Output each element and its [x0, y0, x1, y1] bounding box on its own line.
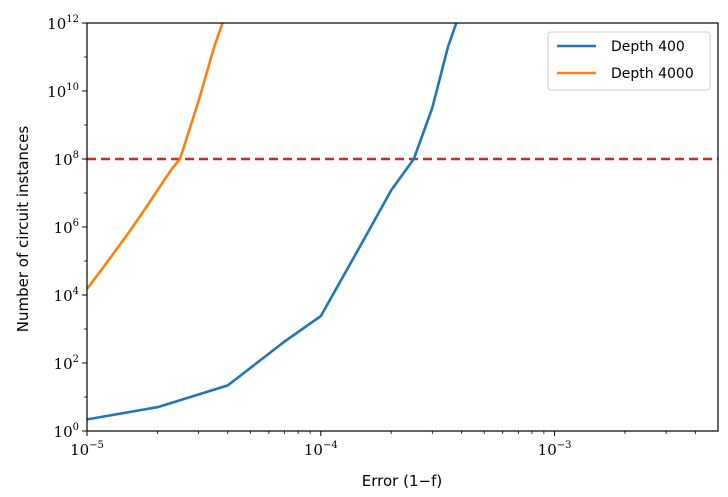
y-axis-label: Number of circuit instances [14, 126, 32, 333]
x-tick-label-2: 10−3 [538, 440, 572, 459]
y-tick-label-0: 100 [54, 422, 79, 441]
legend-label-1: Depth 400 [611, 39, 685, 55]
series-line-2 [87, 23, 224, 290]
legend-label-2: Depth 4000 [611, 66, 694, 82]
y-tick-label-5: 1010 [47, 82, 79, 101]
x-tick-label-1: 10−4 [304, 440, 338, 459]
x-tick-label-0: 10−5 [70, 440, 104, 459]
y-tick-label-1: 102 [54, 354, 79, 373]
plot-marks [87, 23, 718, 421]
x-axis-label: Error (1−f) [362, 472, 442, 490]
y-tick-label-3: 106 [54, 218, 79, 237]
legend: Depth 400 Depth 4000 [547, 31, 711, 91]
series-line-1 [87, 23, 458, 421]
axis-ticks: 10−5 10−4 10−3 100 102 104 106 108 1010 1012 [47, 14, 696, 459]
y-tick-label-2: 104 [54, 286, 79, 305]
y-tick-label-4: 108 [54, 150, 79, 169]
y-tick-label-6: 1012 [47, 14, 79, 33]
